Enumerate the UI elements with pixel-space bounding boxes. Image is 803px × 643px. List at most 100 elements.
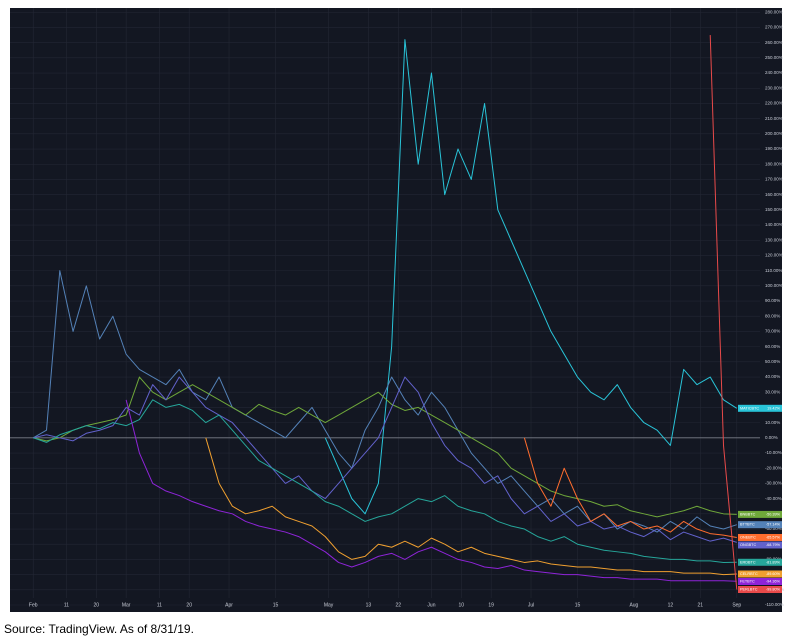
y-tick-label: 210.00% [765,116,783,121]
legend-label: BNBBTC [740,512,756,516]
x-tick-label: 21 [697,602,703,608]
series-line [523,437,737,538]
y-tick-label: 200.00% [765,131,783,136]
y-tick-label: -110.00% [765,602,784,607]
y-tick-label: 180.00% [765,161,783,166]
legend-label: PERLBTC [740,588,758,592]
series-line [33,399,737,563]
y-tick-label: 250.00% [765,55,783,60]
last-value-badge: ERDBTC -81.89% [738,558,782,566]
x-tick-label: 20 [186,602,192,608]
y-tick-label: 90.00% [765,298,780,303]
series-line [324,39,738,515]
y-tick-label: 40.00% [765,374,780,379]
x-tick-label: 11 [157,602,162,608]
x-tick-label: May [324,602,334,608]
legend-label: ERDBTC [740,560,756,564]
last-value-badge: CELRBTC -89.60% [738,570,782,578]
last-value-badge: BTTBTC -57.14% [738,521,782,529]
y-tick-label: -10.00% [765,450,782,455]
legend-label: FETBTC [740,580,755,584]
badge-box [738,570,782,578]
last-value-badge: ONGBTC -68.79% [738,541,782,549]
last-value-badge: FETBTC -94.36% [738,578,782,586]
last-value-badge: PERLBTC -99.80% [738,586,782,594]
chart-background [10,8,782,612]
series-line [205,437,737,576]
legend-label: CELRBTC [740,572,758,576]
y-tick-label: 0.00% [765,435,778,440]
x-tick-label: 15 [273,602,279,608]
x-tick-label: Apr [225,602,233,608]
badge-box [738,521,782,529]
badge-value: -68.79% [766,543,781,547]
x-tick-label: 11 [64,602,69,608]
x-tick-label: Jun [427,602,435,608]
chart: 280.00% 270.00% 260.00% 250.00% 240.00% 230.0… [10,8,784,612]
badge-box [738,558,782,566]
y-tick-label: 100.00% [765,283,783,288]
x-tick-label: Jul [528,602,534,608]
y-tick-label: 70.00% [765,329,780,334]
y-tick-label: 10.00% [765,420,780,425]
badge-value: -89.60% [766,572,781,576]
y-tick-label: 120.00% [765,253,783,258]
badge-box [738,541,782,549]
legend-label: MATICBTC [740,406,759,410]
y-tick-label: 150.00% [765,207,783,212]
x-tick-label: 22 [395,602,401,608]
y-tick-label: 270.00% [765,25,783,30]
x-tick-label: 10 [459,602,465,608]
y-tick-label: 260.00% [765,40,783,45]
badge-value: 19.42% [767,406,781,410]
series-line [32,270,737,533]
y-tick-label: 230.00% [765,85,783,90]
legend-label: ONEBTC [740,535,756,539]
series-line [125,399,737,582]
badge-box [738,578,782,586]
badge-value: -81.89% [766,560,781,564]
x-tick-label: Sep [732,602,741,608]
source-note: Source: TradingView. As of 8/31/19. [4,622,194,636]
badge-box [738,533,782,541]
badge-box [738,586,782,594]
y-tick-label: 280.00% [765,9,783,14]
y-tick-label: -20.00% [765,465,782,470]
x-tick-label: Mar [122,602,131,608]
y-tick-label: 80.00% [765,313,780,318]
legend-label: ONGBTC [740,543,757,547]
x-tick-label: Feb [29,602,38,608]
last-value-badge: BNBBTC -50.39% [738,510,782,518]
series-line [33,376,737,543]
y-tick-label: 190.00% [765,146,783,151]
badge-value: -94.36% [766,580,781,584]
y-tick-label: -30.00% [765,481,782,486]
last-value-badge: MATICBTC 19.42% [738,404,782,412]
last-value-badge: ONEBTC -65.57% [738,533,782,541]
y-tick-label: 240.00% [765,70,783,75]
x-tick-label: 20 [94,602,100,608]
x-tick-label: Aug [629,602,638,608]
badge-value: -57.14% [766,523,781,527]
series-line [709,35,738,590]
y-tick-label: 50.00% [765,359,780,364]
y-tick-label: 220.00% [765,101,783,106]
x-tick-label: 19 [488,602,494,608]
y-tick-label: -60.00% [765,526,782,531]
y-tick-label: 30.00% [765,389,780,394]
y-tick-label: 160.00% [765,192,783,197]
badge-box [738,404,782,412]
legend-label: BTTBTC [740,523,755,527]
y-tick-label: 110.00% [765,268,782,273]
badge-box [738,510,782,518]
x-tick-label: 13 [366,602,372,608]
badge-value: -99.80% [766,588,781,592]
y-tick-label: -40.00% [765,496,782,501]
badge-value: -65.57% [766,535,781,539]
x-tick-label: 15 [575,602,581,608]
x-tick-label: 12 [668,602,674,608]
y-tick-label: 60.00% [765,344,780,349]
badge-value: -50.39% [766,512,781,516]
y-tick-label: 130.00% [765,237,783,242]
